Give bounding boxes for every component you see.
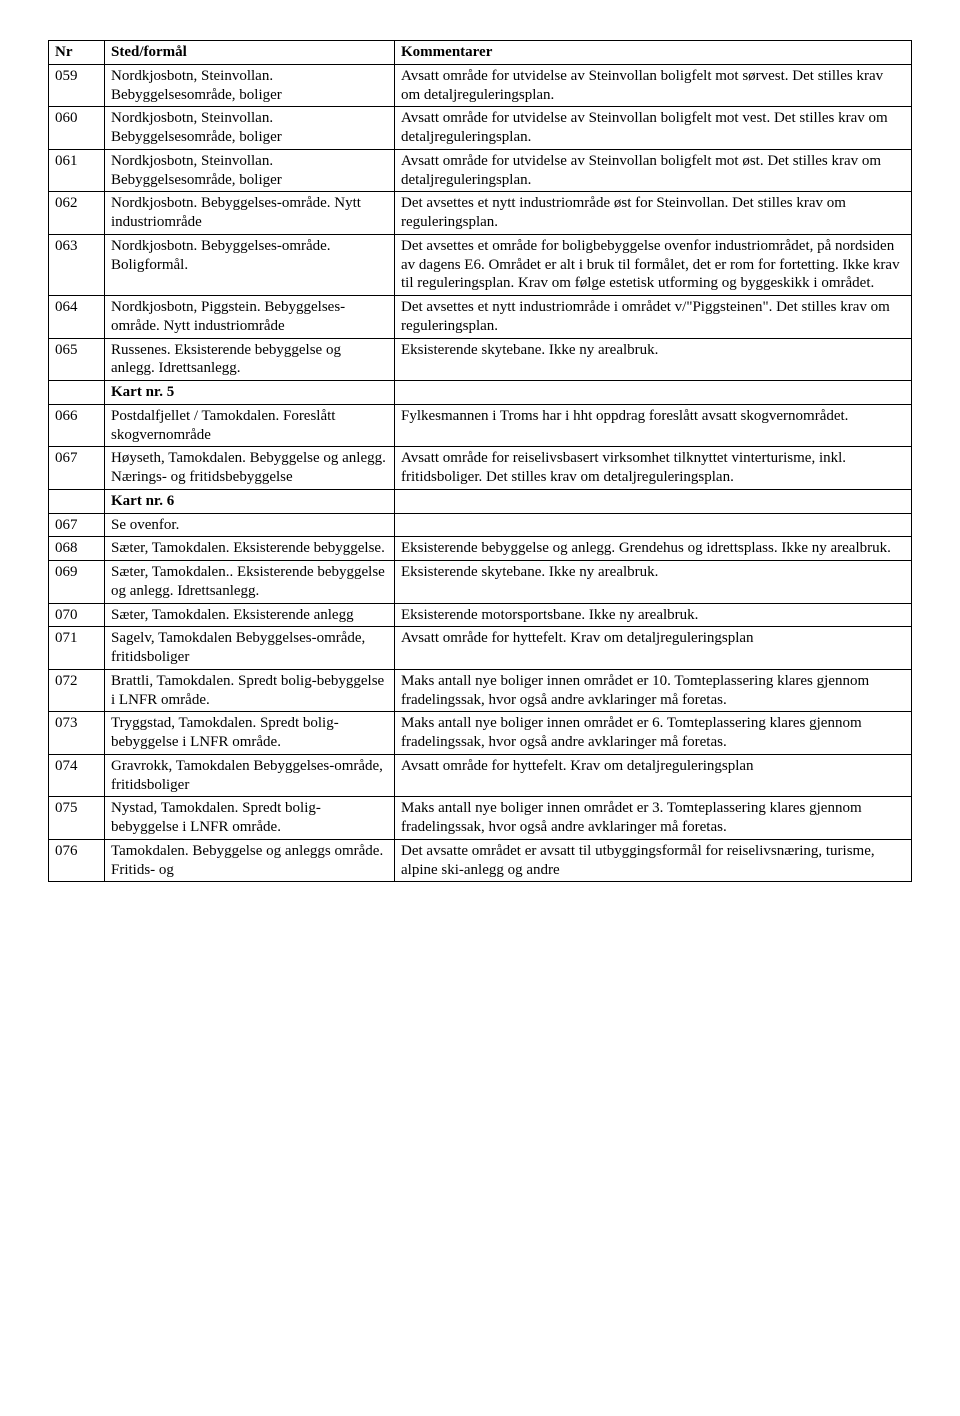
table-row: Kart nr. 6 bbox=[49, 489, 912, 513]
cell-komm bbox=[395, 489, 912, 513]
cell-komm bbox=[395, 381, 912, 405]
table-row: 065Russenes. Eksisterende bebyggelse og … bbox=[49, 338, 912, 381]
cell-sted: Sæter, Tamokdalen.. Eksisterende bebygge… bbox=[105, 561, 395, 604]
cell-komm: Eksisterende skytebane. Ikke ny arealbru… bbox=[395, 338, 912, 381]
cell-komm: Eksisterende skytebane. Ikke ny arealbru… bbox=[395, 561, 912, 604]
cell-nr: 070 bbox=[49, 603, 105, 627]
cell-komm: Eksisterende motorsportsbane. Ikke ny ar… bbox=[395, 603, 912, 627]
table-row: 075Nystad, Tamokdalen. Spredt bolig-beby… bbox=[49, 797, 912, 840]
cell-sted: Nordkjosbotn, Steinvollan. Bebyggelsesom… bbox=[105, 107, 395, 150]
cell-sted: Nordkjosbotn, Steinvollan. Bebyggelsesom… bbox=[105, 149, 395, 192]
cell-komm: Avsatt område for hyttefelt. Krav om det… bbox=[395, 627, 912, 670]
cell-nr: 066 bbox=[49, 404, 105, 447]
cell-sted: Nordkjosbotn. Bebyggelses-område. Boligf… bbox=[105, 234, 395, 295]
cell-nr: 060 bbox=[49, 107, 105, 150]
table-row: 067Høyseth, Tamokdalen. Bebyggelse og an… bbox=[49, 447, 912, 490]
cell-sted: Sagelv, Tamokdalen Bebyggelses-område, f… bbox=[105, 627, 395, 670]
table-row: 074Gravrokk, Tamokdalen Bebyggelses-områ… bbox=[49, 754, 912, 797]
cell-komm: Det avsettes et nytt industriområde øst … bbox=[395, 192, 912, 235]
table-row: 059Nordkjosbotn, Steinvollan. Bebyggelse… bbox=[49, 64, 912, 107]
table-header-row: Nr Sted/formål Kommentarer bbox=[49, 41, 912, 65]
cell-komm: Avsatt område for hyttefelt. Krav om det… bbox=[395, 754, 912, 797]
cell-sted: Sæter, Tamokdalen. Eksisterende bebyggel… bbox=[105, 537, 395, 561]
cell-komm: Avsatt område for utvidelse av Steinvoll… bbox=[395, 107, 912, 150]
table-row: 067Se ovenfor. bbox=[49, 513, 912, 537]
cell-nr: 063 bbox=[49, 234, 105, 295]
cell-nr: 065 bbox=[49, 338, 105, 381]
cell-sted: Postdalfjellet / Tamokdalen. Foreslått s… bbox=[105, 404, 395, 447]
table-row: Kart nr. 5 bbox=[49, 381, 912, 405]
cell-sted: Nordkjosbotn, Piggstein. Bebyggelses-omr… bbox=[105, 296, 395, 339]
cell-sted: Høyseth, Tamokdalen. Bebyggelse og anleg… bbox=[105, 447, 395, 490]
cell-nr: 064 bbox=[49, 296, 105, 339]
cell-komm: Det avsettes et område for boligbebyggel… bbox=[395, 234, 912, 295]
cell-nr: 071 bbox=[49, 627, 105, 670]
table-row: 064Nordkjosbotn, Piggstein. Bebyggelses-… bbox=[49, 296, 912, 339]
cell-komm: Det avsatte området er avsatt til utbygg… bbox=[395, 839, 912, 882]
cell-sted: Nordkjosbotn. Bebyggelses-område. Nytt i… bbox=[105, 192, 395, 235]
cell-nr: 073 bbox=[49, 712, 105, 755]
cell-komm: Det avsettes et nytt industriområde i om… bbox=[395, 296, 912, 339]
cell-nr: 061 bbox=[49, 149, 105, 192]
table-row: 070Sæter, Tamokdalen. Eksisterende anleg… bbox=[49, 603, 912, 627]
cell-nr: 074 bbox=[49, 754, 105, 797]
cell-sted: Nordkjosbotn, Steinvollan. Bebyggelsesom… bbox=[105, 64, 395, 107]
cell-sted: Tamokdalen. Bebyggelse og anleggs område… bbox=[105, 839, 395, 882]
table-row: 066Postdalfjellet / Tamokdalen. Foreslåt… bbox=[49, 404, 912, 447]
data-table: Nr Sted/formål Kommentarer 059Nordkjosbo… bbox=[48, 40, 912, 882]
table-row: 076Tamokdalen. Bebyggelse og anleggs omr… bbox=[49, 839, 912, 882]
table-row: 061Nordkjosbotn, Steinvollan. Bebyggelse… bbox=[49, 149, 912, 192]
cell-nr: 072 bbox=[49, 669, 105, 712]
cell-komm: Avsatt område for reiselivsbasert virkso… bbox=[395, 447, 912, 490]
cell-komm: Avsatt område for utvidelse av Steinvoll… bbox=[395, 149, 912, 192]
cell-nr bbox=[49, 489, 105, 513]
cell-komm: Maks antall nye boliger innen området er… bbox=[395, 797, 912, 840]
table-row: 072Brattli, Tamokdalen. Spredt bolig-beb… bbox=[49, 669, 912, 712]
cell-nr: 059 bbox=[49, 64, 105, 107]
table-row: 073Tryggstad, Tamokdalen. Spredt bolig-b… bbox=[49, 712, 912, 755]
cell-komm: Eksisterende bebyggelse og anlegg. Grend… bbox=[395, 537, 912, 561]
table-row: 069Sæter, Tamokdalen.. Eksisterende beby… bbox=[49, 561, 912, 604]
cell-nr: 076 bbox=[49, 839, 105, 882]
table-row: 060Nordkjosbotn, Steinvollan. Bebyggelse… bbox=[49, 107, 912, 150]
col-header-sted: Sted/formål bbox=[105, 41, 395, 65]
cell-nr: 062 bbox=[49, 192, 105, 235]
table-row: 068Sæter, Tamokdalen. Eksisterende bebyg… bbox=[49, 537, 912, 561]
cell-sted: Brattli, Tamokdalen. Spredt bolig-bebygg… bbox=[105, 669, 395, 712]
cell-nr: 067 bbox=[49, 447, 105, 490]
col-header-komm: Kommentarer bbox=[395, 41, 912, 65]
cell-komm: Avsatt område for utvidelse av Steinvoll… bbox=[395, 64, 912, 107]
cell-sted: Kart nr. 5 bbox=[105, 381, 395, 405]
cell-nr bbox=[49, 381, 105, 405]
col-header-nr: Nr bbox=[49, 41, 105, 65]
cell-sted: Kart nr. 6 bbox=[105, 489, 395, 513]
cell-nr: 069 bbox=[49, 561, 105, 604]
cell-nr: 075 bbox=[49, 797, 105, 840]
table-row: 062Nordkjosbotn. Bebyggelses-område. Nyt… bbox=[49, 192, 912, 235]
cell-komm: Fylkesmannen i Troms har i hht oppdrag f… bbox=[395, 404, 912, 447]
cell-nr: 067 bbox=[49, 513, 105, 537]
cell-komm bbox=[395, 513, 912, 537]
table-row: 063Nordkjosbotn. Bebyggelses-område. Bol… bbox=[49, 234, 912, 295]
cell-sted: Gravrokk, Tamokdalen Bebyggelses-område,… bbox=[105, 754, 395, 797]
cell-sted: Se ovenfor. bbox=[105, 513, 395, 537]
cell-sted: Russenes. Eksisterende bebyggelse og anl… bbox=[105, 338, 395, 381]
cell-komm: Maks antall nye boliger innen området er… bbox=[395, 669, 912, 712]
cell-komm: Maks antall nye boliger innen området er… bbox=[395, 712, 912, 755]
table-row: 071Sagelv, Tamokdalen Bebyggelses-område… bbox=[49, 627, 912, 670]
cell-nr: 068 bbox=[49, 537, 105, 561]
cell-sted: Sæter, Tamokdalen. Eksisterende anlegg bbox=[105, 603, 395, 627]
cell-sted: Nystad, Tamokdalen. Spredt bolig-bebygge… bbox=[105, 797, 395, 840]
cell-sted: Tryggstad, Tamokdalen. Spredt bolig-beby… bbox=[105, 712, 395, 755]
